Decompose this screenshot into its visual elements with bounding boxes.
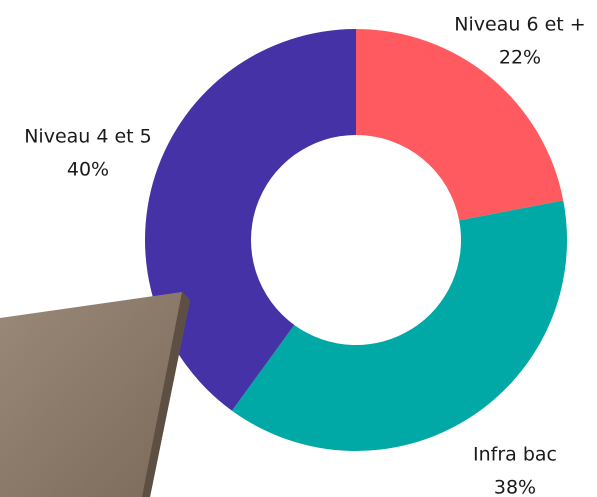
donut [145,29,568,452]
donut-slice [231,200,568,452]
donut-slice [145,29,356,411]
slice-value-label: 38% [494,477,536,497]
slice-value-label: 22% [499,47,541,69]
slice-label: Niveau 4 et 5 [24,126,152,148]
slice-label: Niveau 6 et + [454,14,585,36]
laptop-edge [142,292,190,497]
slice-label: Infra bac [473,444,557,466]
laptop-photo [0,292,190,497]
slice-value-label: 40% [67,159,109,181]
donut-slice [356,29,564,221]
